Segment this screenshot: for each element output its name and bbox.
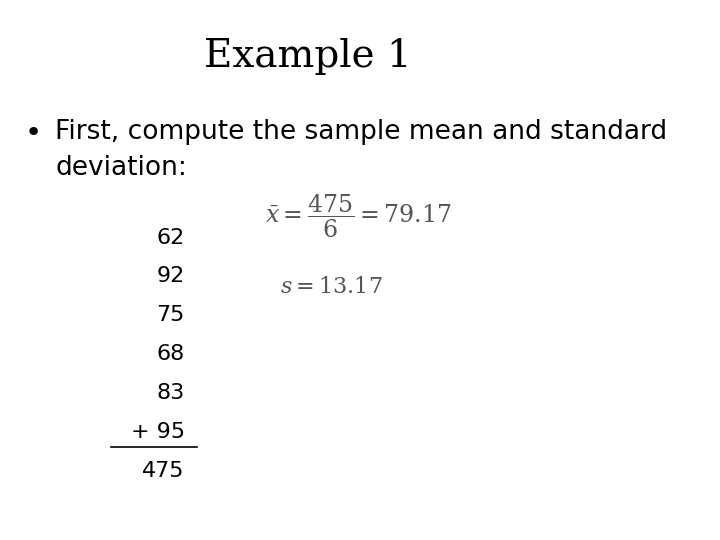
Text: $s = 13.17$: $s = 13.17$ — [280, 276, 383, 296]
Text: Example 1: Example 1 — [204, 38, 412, 75]
Text: + 95: + 95 — [130, 422, 185, 442]
Text: 83: 83 — [156, 383, 185, 403]
Text: 92: 92 — [156, 266, 185, 287]
Text: $\bar{x} = \dfrac{475}{6} = 79.17$: $\bar{x} = \dfrac{475}{6} = 79.17$ — [265, 192, 451, 240]
Text: First, compute the sample mean and standard
deviation:: First, compute the sample mean and stand… — [55, 119, 667, 181]
Text: 475: 475 — [142, 461, 185, 481]
Text: 68: 68 — [156, 344, 185, 365]
Text: •: • — [24, 119, 42, 147]
Text: 75: 75 — [156, 305, 185, 326]
Text: 62: 62 — [156, 227, 185, 248]
